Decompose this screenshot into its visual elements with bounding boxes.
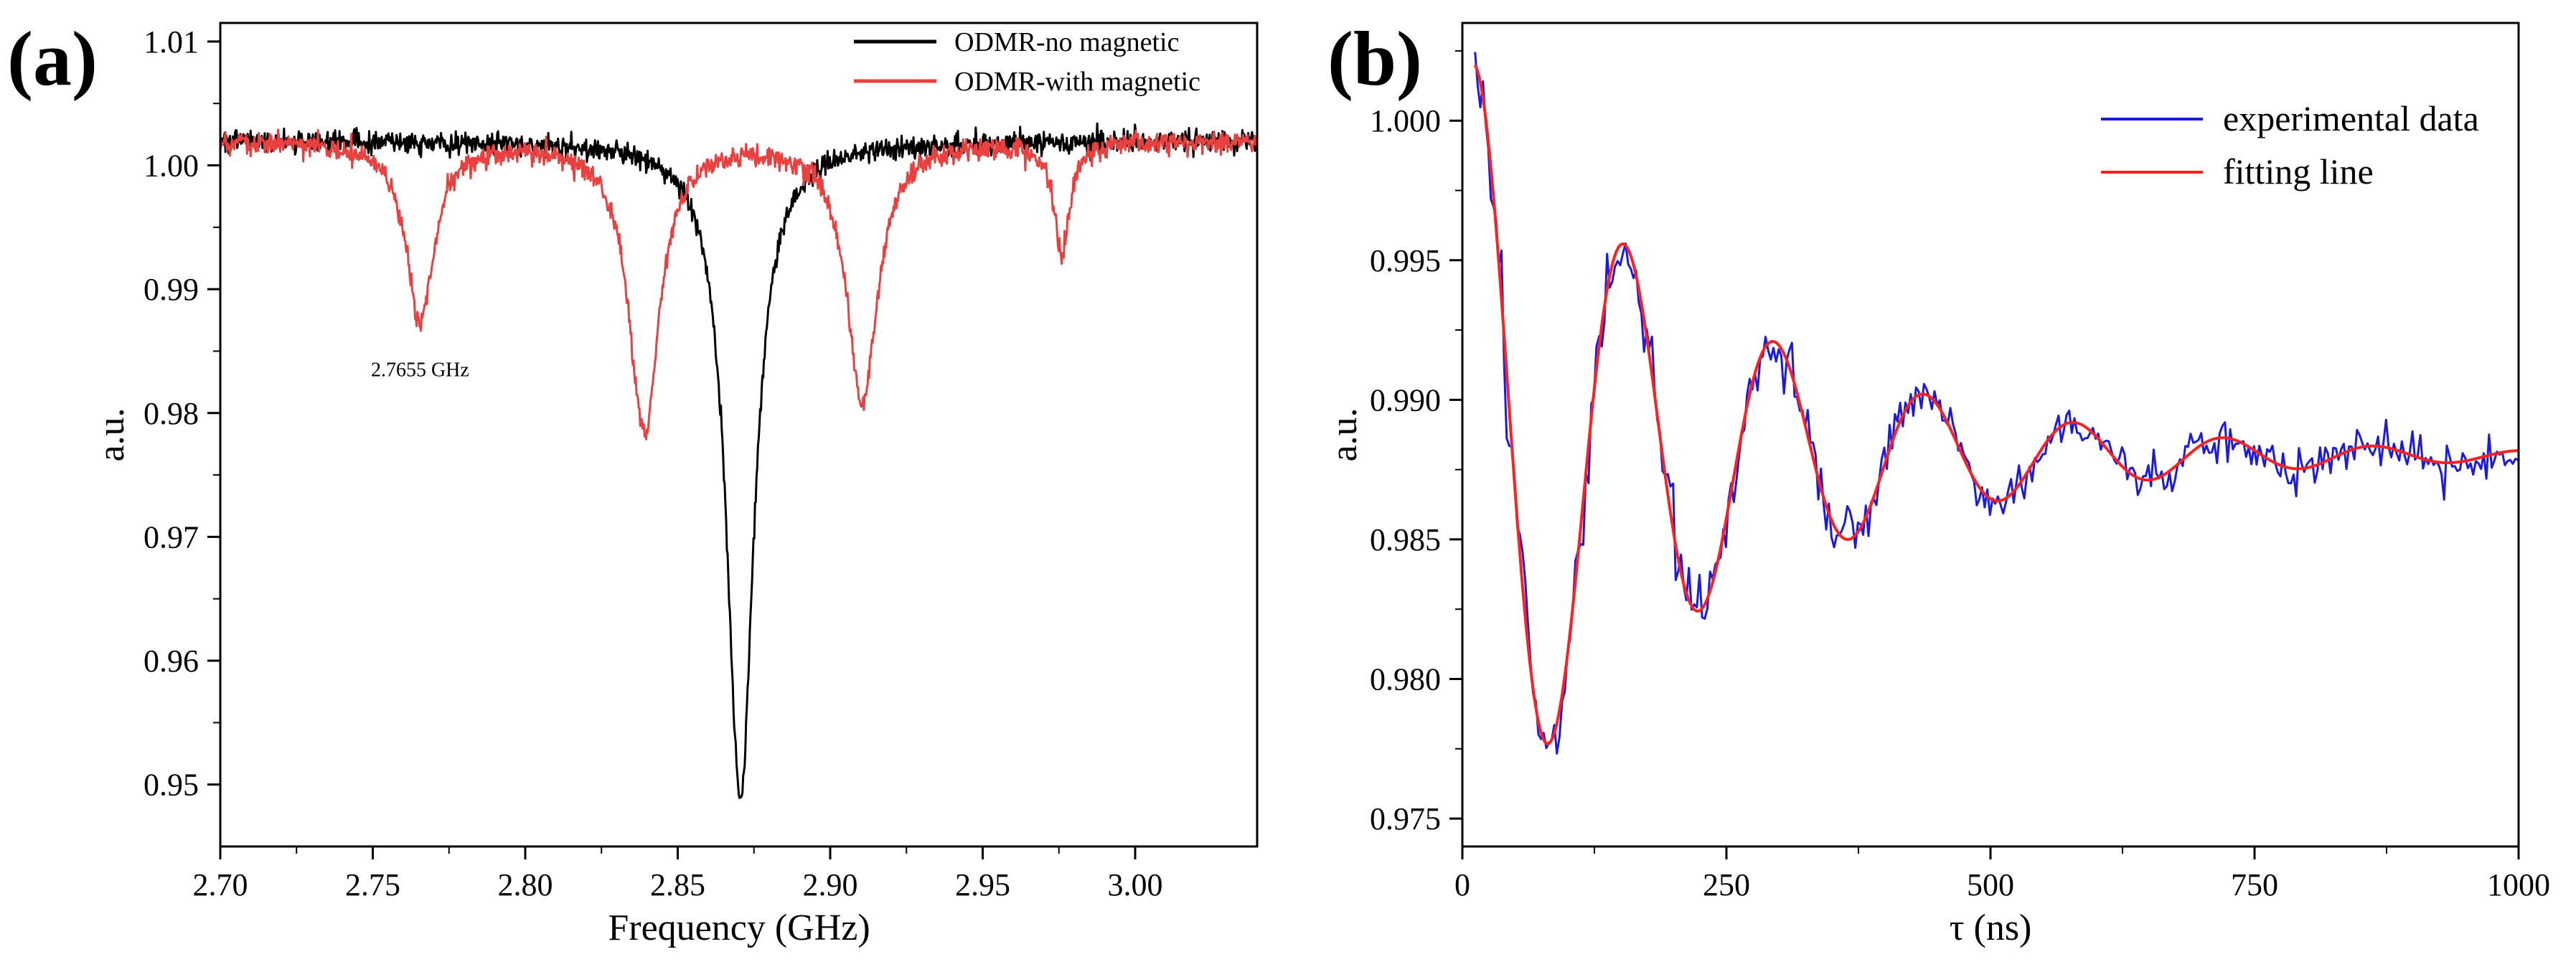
- y-tick-label-b: 0.980: [1370, 662, 1441, 697]
- y-tick-label-a: 0.97: [144, 519, 199, 555]
- x-tick-label-a: 3.00: [1108, 867, 1163, 902]
- y-tick-label-a: 0.99: [144, 272, 199, 307]
- x-tick-label-b: 1000: [2487, 867, 2550, 902]
- x-tick-label-b: 750: [2231, 867, 2278, 902]
- y-axis-title-b: a.u.: [1324, 407, 1365, 461]
- y-tick-label-b: 0.995: [1370, 243, 1441, 278]
- y-tick-label-b: 0.990: [1370, 382, 1441, 418]
- x-tick-label-a: 2.85: [650, 867, 705, 902]
- series-line-fitting-line: [1473, 64, 2519, 745]
- plot-frame-a: [219, 22, 1259, 848]
- x-axis-title-b: τ (ns): [1950, 907, 2032, 948]
- panel-label-a: (a): [7, 16, 98, 102]
- x-tick-label-a: 2.70: [193, 867, 248, 902]
- series-line-odmr-with-magnetic: [220, 128, 1257, 440]
- x-tick-label-b: 250: [1703, 867, 1750, 902]
- legend-label-no-magnetic: ODMR-no magnetic: [954, 27, 1179, 57]
- x-tick-label-b: 0: [1454, 867, 1470, 902]
- y-tick-label-a: 1.01: [144, 24, 199, 60]
- panel-label-b: (b): [1327, 16, 1422, 102]
- chart-panel-b: 0 250 500 750 1000 0.975 0.980 0.985 0.990 0.995 1…: [1324, 22, 2550, 948]
- series-line-odmr-no-magnetic: [220, 122, 1257, 799]
- legend-a: ODMR-no magnetic ODMR-with magnetic: [854, 27, 1200, 97]
- legend-b: experimental data fitting line: [2101, 98, 2479, 192]
- x-tick-label-a: 2.75: [345, 867, 400, 902]
- x-axis-title-a: Frequency (GHz): [608, 907, 870, 948]
- chart-panel-a: 2.70 2.75 2.80 2.85 2.90 2.95 3.00 0.95 0.96 0.97…: [91, 22, 1259, 948]
- x-tick-label-a: 2.80: [498, 867, 553, 902]
- y-tick-label-b: 0.975: [1370, 801, 1441, 836]
- y-tick-label-a: 0.95: [144, 768, 199, 803]
- x-tick-label-b: 500: [1967, 867, 2014, 902]
- plot-frame-b: [1461, 22, 2520, 848]
- y-tick-label-a: 0.96: [144, 643, 199, 679]
- legend-label-fitting: fitting line: [2223, 151, 2374, 192]
- y-tick-label-a: 0.98: [144, 396, 199, 431]
- legend-label-experimental: experimental data: [2223, 98, 2479, 138]
- y-tick-label-b: 0.985: [1370, 522, 1441, 557]
- legend-label-with-magnetic: ODMR-with magnetic: [954, 67, 1200, 97]
- y-axis-title-a: a.u.: [91, 407, 132, 461]
- x-tick-label-a: 2.95: [955, 867, 1010, 902]
- annotation-dip-frequency: 2.7655 GHz: [371, 359, 469, 381]
- y-tick-label-a: 1.00: [144, 148, 199, 184]
- x-tick-label-a: 2.90: [803, 867, 858, 902]
- y-tick-label-b: 1.000: [1370, 103, 1441, 138]
